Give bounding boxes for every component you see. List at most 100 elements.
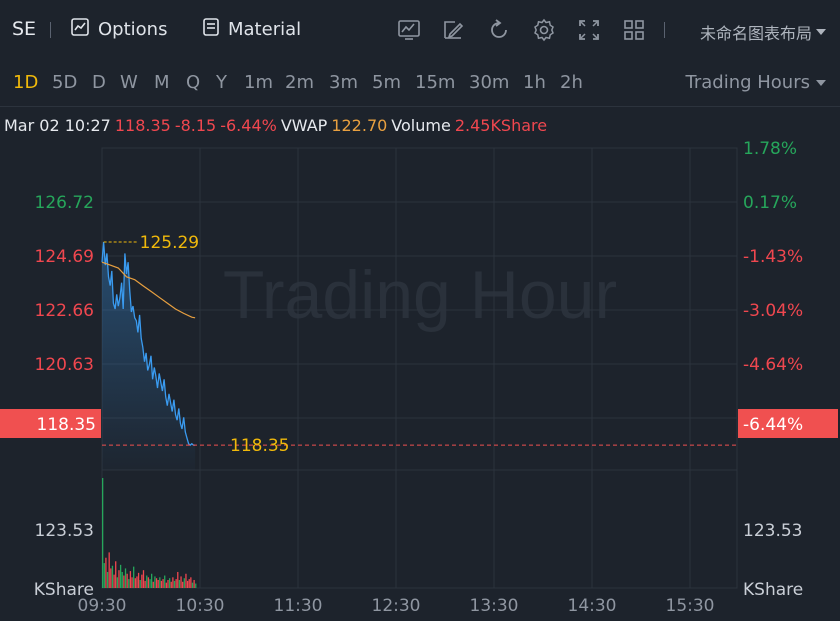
volume-axis-label: 123.53 <box>35 521 94 541</box>
volume-bar <box>119 564 122 588</box>
price-line <box>101 241 196 446</box>
volume-bar <box>183 578 185 588</box>
time-axis-label: 15:30 <box>666 596 715 616</box>
watermark: Trading Hour <box>223 257 617 333</box>
volume-bar <box>123 575 125 588</box>
volume-bar <box>154 576 156 588</box>
volume-bar <box>131 577 133 588</box>
symbol-label[interactable]: SE <box>12 18 37 40</box>
period-1h[interactable]: 1h <box>523 72 546 93</box>
period-m[interactable]: M <box>154 72 170 93</box>
volume-bar <box>111 565 114 588</box>
volume-bar <box>102 478 104 588</box>
period-3m[interactable]: 3m <box>329 72 358 93</box>
chart-line-icon[interactable] <box>397 18 421 42</box>
percent-axis-label: -3.04% <box>743 301 803 321</box>
top-toolbar: SE Options Material 未命名图表布局 <box>0 0 840 60</box>
volume-bar <box>105 557 107 588</box>
percent-axis-label: 0.17% <box>743 193 797 213</box>
period-d[interactable]: D <box>92 72 106 93</box>
percent-axis-label: -1.43% <box>743 247 803 267</box>
volume-bar <box>159 577 161 588</box>
volume-axis-label: 123.53 <box>743 521 802 541</box>
volume-bar <box>162 579 164 588</box>
volume-bar <box>137 572 140 588</box>
period-y[interactable]: Y <box>216 72 227 93</box>
time-axis-label: 10:30 <box>176 596 225 616</box>
volume-bar <box>157 579 159 588</box>
draw-icon[interactable] <box>441 18 465 42</box>
volume-bar <box>146 575 148 588</box>
volume-bar <box>124 568 127 588</box>
legend-vwap-value: 122.70 <box>331 116 388 135</box>
chevron-down-icon <box>816 29 826 35</box>
price-axis-label: 124.69 <box>35 247 94 267</box>
volume-bar <box>113 574 115 588</box>
legend-vwap-label: VWAP <box>280 116 328 135</box>
volume-bar <box>191 582 194 588</box>
volume-unit-label: KShare <box>743 580 803 600</box>
price-area <box>102 242 196 470</box>
trading-hours-dropdown[interactable]: Trading Hours <box>685 72 826 93</box>
high-marker-label: 125.29 <box>140 233 199 253</box>
volume-bar <box>144 580 146 588</box>
material-button[interactable]: Material <box>202 17 301 42</box>
options-button[interactable]: Options <box>70 17 167 42</box>
price-axis-label: 126.72 <box>35 193 94 213</box>
chart-axes: 126.72 124.69 122.66 120.63 118.35 1.78% 0.17%… <box>0 139 838 616</box>
toolbar-divider <box>50 22 51 38</box>
plot-frame <box>101 147 738 589</box>
chart-grid <box>101 147 738 589</box>
volume-bar <box>167 579 169 588</box>
layout-dropdown[interactable]: 未命名图表布局 <box>700 20 826 44</box>
period-1m[interactable]: 1m <box>244 72 273 93</box>
time-axis-label: 12:30 <box>372 596 421 616</box>
percent-axis-label: -4.64% <box>743 355 803 375</box>
options-chart-icon <box>70 17 90 42</box>
period-1d[interactable]: 1D <box>13 72 39 93</box>
volume-bar <box>118 570 120 588</box>
period-w[interactable]: W <box>120 72 138 93</box>
period-30m[interactable]: 30m <box>469 72 510 93</box>
volume-bar <box>126 573 128 588</box>
volume-bar <box>186 580 189 588</box>
volume-bar <box>160 580 163 588</box>
volume-bar <box>106 571 109 588</box>
volume-bar <box>182 581 184 588</box>
volume-bar <box>193 579 195 588</box>
period-15m[interactable]: 15m <box>415 72 456 93</box>
fullscreen-icon[interactable] <box>577 18 601 42</box>
chevron-down-icon <box>816 79 826 86</box>
volume-bar <box>147 577 150 588</box>
time-axis-label: 13:30 <box>470 596 519 616</box>
material-label: Material <box>228 19 302 40</box>
volume-bar <box>133 566 135 588</box>
period-selector: 1D 5D D W M Q Y 1m 2m 3m 5m 15m 30m 1h 2… <box>0 60 840 107</box>
legend-volume-value: 2.45KShare <box>454 116 548 135</box>
time-axis-label: 11:30 <box>274 596 323 616</box>
volume-bar <box>172 577 174 588</box>
volume-bar <box>178 579 181 588</box>
volume-bar <box>188 579 190 588</box>
volume-bar <box>177 571 179 588</box>
volume-bar <box>115 561 117 588</box>
period-5m[interactable]: 5m <box>372 72 401 93</box>
current-pct-tag <box>738 409 838 438</box>
document-icon <box>202 17 220 42</box>
trading-hours-label: Trading Hours <box>685 72 811 93</box>
volume-bar <box>110 568 112 588</box>
volume-bar <box>190 577 192 588</box>
chart-lines: 125.29 118.35 <box>101 233 737 470</box>
settings-icon[interactable] <box>532 18 556 42</box>
period-5d[interactable]: 5D <box>52 72 78 93</box>
current-pct-axis-label: -6.44% <box>743 415 803 435</box>
period-2m[interactable]: 2m <box>285 72 314 93</box>
grid-layout-icon[interactable] <box>622 18 646 42</box>
volume-bar <box>116 577 118 588</box>
refresh-icon[interactable] <box>487 18 511 42</box>
volume-bar <box>175 579 177 588</box>
period-q[interactable]: Q <box>186 72 201 93</box>
price-axis-label: 120.63 <box>35 355 94 375</box>
period-2h[interactable]: 2h <box>560 72 583 93</box>
volume-bar <box>136 576 138 588</box>
